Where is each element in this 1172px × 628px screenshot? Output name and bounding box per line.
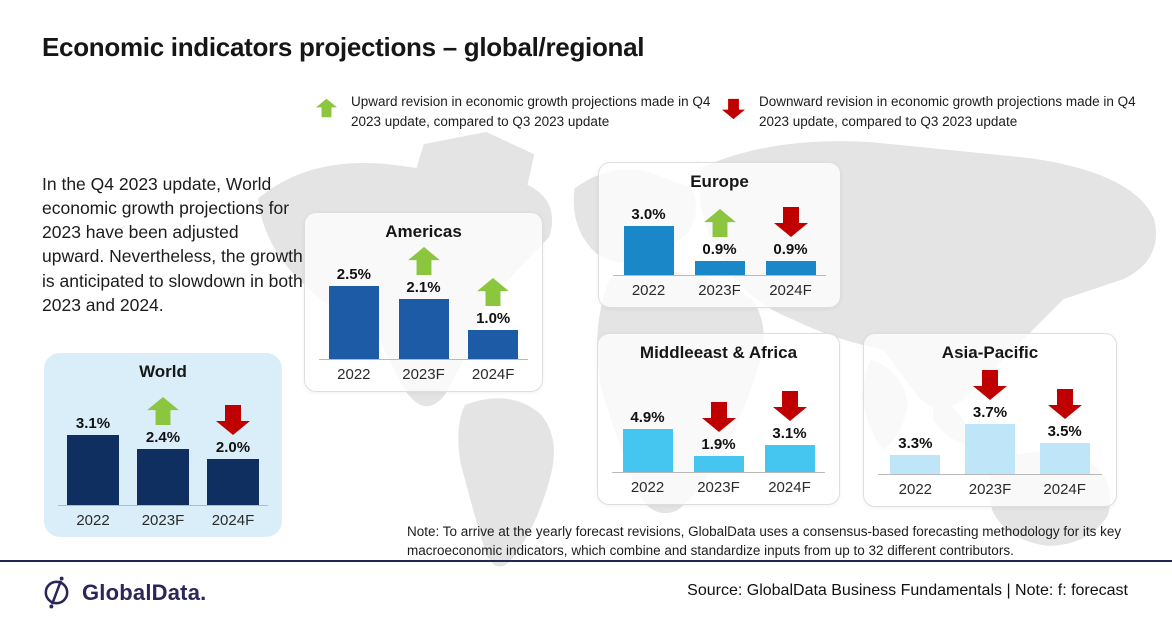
chart-column-2024f: 1.0%: [458, 278, 528, 359]
bar-2024f: [764, 445, 815, 472]
bar-value-label: 2.1%: [406, 279, 441, 296]
bar-value-label: 1.9%: [701, 436, 736, 453]
bar-2022: [623, 226, 674, 275]
bar-2023f: [398, 299, 449, 359]
bar-2024f: [1039, 443, 1090, 474]
down-revision-arrow-icon: [772, 391, 808, 421]
chart-card-americas: Americas 2.5% 2.1% 1.0% 2022 2023F 2024F: [304, 212, 543, 392]
down-revision-arrow-icon: [215, 405, 251, 435]
bar-value-label: 2.0%: [215, 439, 251, 456]
down-revision-arrow-icon: [773, 207, 809, 237]
chart-column-2023f: 0.9%: [684, 209, 755, 275]
footer-divider: [0, 560, 1172, 562]
x-axis-label-2022: 2022: [76, 512, 110, 529]
bar-2022: [328, 286, 379, 359]
bar-2024f: [207, 459, 259, 505]
x-axis-label-2024f: 2024F: [768, 479, 811, 496]
chart-column-2024f: 0.9%: [755, 207, 826, 275]
bar-value-label: 3.1%: [772, 425, 807, 442]
x-axis-label-2024f: 2024F: [211, 512, 255, 529]
bar-value-label: 3.0%: [631, 206, 666, 223]
down-revision-arrow-icon: [1047, 389, 1083, 419]
x-axis-label-2023f: 2023F: [141, 512, 185, 529]
bar-value-label: 3.5%: [1047, 423, 1082, 440]
chart-column-2024f: 3.5%: [1027, 389, 1102, 474]
x-axis-label-2023f: 2023F: [697, 479, 740, 496]
globaldata-logo-icon: [40, 576, 73, 609]
chart-column-2022: 3.0%: [613, 206, 684, 275]
chart-card-world: World 3.1% 2.4% 2.0% 2022 2023F 2024F: [44, 353, 282, 537]
bar-2024f: [765, 261, 816, 275]
chart-title-americas: Americas: [385, 222, 462, 241]
bar-2023f: [694, 261, 745, 275]
up-revision-arrow-icon: [702, 209, 738, 237]
chart-title-europe: Europe: [690, 172, 749, 191]
bar-2023f: [693, 456, 744, 472]
chart-column-2022: 3.1%: [58, 415, 128, 505]
intro-paragraph: In the Q4 2023 update, World economic gr…: [42, 174, 303, 315]
x-axis-label-2024f: 2024F: [769, 282, 812, 299]
bar-value-label: 3.1%: [75, 415, 111, 432]
x-axis-label-2022: 2022: [631, 282, 666, 299]
down-revision-arrow-icon: [701, 402, 737, 432]
chart-title-middleeast-africa: Middleeast & Africa: [639, 343, 798, 362]
bar-value-label: 3.7%: [972, 404, 1008, 421]
up-revision-arrow-icon: [145, 397, 181, 425]
x-axis-label-2022: 2022: [337, 366, 371, 383]
legend-upward-revision: Upward revision in economic growth proje…: [316, 92, 716, 131]
chart-card-middleeast-africa: Middleeast & Africa 4.9% 1.9% 3.1% 2022 202…: [597, 333, 840, 505]
x-axis-label-2024f: 2024F: [1043, 481, 1086, 498]
chart-column-2023f: 1.9%: [683, 402, 754, 472]
bar-value-label: 0.9%: [773, 241, 808, 258]
bar-value-label: 2.4%: [145, 429, 181, 446]
bar-2023f: [965, 424, 1015, 474]
up-revision-arrow-icon: [406, 247, 442, 275]
chart-column-2023f: 3.7%: [953, 370, 1028, 474]
chart-card-europe: Europe 3.0% 0.9% 0.9% 2022 2023F 2024F: [598, 162, 841, 308]
bar-value-label: 2.5%: [336, 266, 371, 283]
globaldata-logo: GlobalData.: [40, 576, 206, 609]
chart-title-asia-pacific: Asia-Pacific: [941, 343, 1039, 362]
source-note: Source: GlobalData Business Fundamentals…: [687, 582, 1128, 599]
legend-upward-text: Upward revision in economic growth proje…: [351, 94, 711, 129]
chart-column-2022: 3.3%: [878, 435, 953, 474]
x-axis-label-2023f: 2023F: [402, 366, 445, 383]
x-axis-label-2022: 2022: [630, 479, 665, 496]
legend-downward-text: Downward revision in economic growth pro…: [759, 94, 1136, 129]
chart-column-2024f: 3.1%: [754, 391, 825, 472]
chart-column-2022: 2.5%: [319, 266, 389, 359]
up-revision-arrow-icon: [475, 278, 511, 306]
bar-2024f: [468, 330, 519, 359]
down-revision-arrow-icon: [972, 370, 1008, 400]
methodology-note: Note: To arrive at the yearly forecast r…: [407, 524, 1122, 558]
chart-title-world: World: [139, 362, 187, 381]
chart-column-2022: 4.9%: [612, 409, 683, 472]
page-title: Economic indicators projections – global…: [42, 32, 645, 62]
bar-2022: [67, 435, 119, 505]
bar-value-label: 0.9%: [702, 241, 737, 258]
x-axis-label-2023f: 2023F: [698, 282, 741, 299]
bar-2022: [890, 455, 941, 474]
chart-column-2024f: 2.0%: [198, 405, 268, 505]
chart-column-2023f: 2.1%: [389, 247, 459, 359]
bar-value-label: 1.0%: [476, 310, 511, 327]
bar-2023f: [137, 449, 189, 505]
x-axis-label-2022: 2022: [898, 481, 933, 498]
chart-column-2023f: 2.4%: [128, 397, 198, 505]
down-revision-arrow-icon: [722, 94, 745, 129]
legend-downward-revision: Downward revision in economic growth pro…: [722, 92, 1142, 131]
bar-value-label: 4.9%: [630, 409, 665, 426]
up-revision-arrow-icon: [316, 94, 337, 127]
globaldata-logo-text: GlobalData.: [82, 579, 207, 605]
x-axis-label-2024f: 2024F: [471, 366, 515, 383]
bar-value-label: 3.3%: [898, 435, 933, 452]
chart-card-asia-pacific: Asia-Pacific 3.3% 3.7% 3.5% 2022 2023F 2024F: [863, 333, 1117, 507]
bar-2022: [622, 429, 673, 472]
x-axis-label-2023f: 2023F: [968, 481, 1012, 498]
